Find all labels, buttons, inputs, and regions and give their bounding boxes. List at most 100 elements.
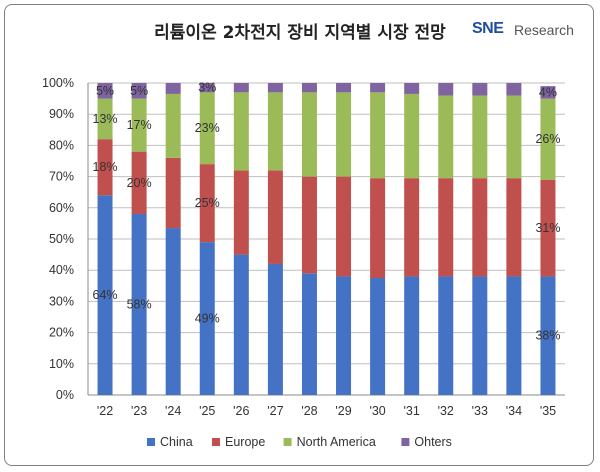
bar-ohters xyxy=(404,83,420,94)
legend-label: China xyxy=(160,435,193,449)
bar-china xyxy=(267,263,283,395)
data-label: 5% xyxy=(96,84,114,98)
data-label: 58% xyxy=(127,298,152,312)
bar-north-america xyxy=(472,95,488,179)
bar-ohters xyxy=(131,83,147,99)
bar-china xyxy=(438,276,454,395)
bar-europe xyxy=(131,151,147,215)
data-label: 5% xyxy=(130,84,148,98)
x-tick-label: '31 xyxy=(404,404,420,418)
y-tick-label: 70% xyxy=(49,170,74,184)
data-label: 20% xyxy=(127,176,152,190)
legend-label: Europe xyxy=(225,435,265,449)
x-tick-label: '28 xyxy=(301,404,317,418)
bar-north-america xyxy=(336,92,352,177)
x-tick-label: '25 xyxy=(199,404,215,418)
bar-north-america xyxy=(438,95,454,179)
x-tick-label: '35 xyxy=(540,404,556,418)
bar-europe xyxy=(233,170,249,255)
legend-swatch xyxy=(401,438,410,446)
x-tick-label: '32 xyxy=(438,404,454,418)
bar-north-america xyxy=(233,92,249,171)
data-label: 64% xyxy=(93,288,118,302)
bar-europe xyxy=(404,178,420,277)
bar-ohters xyxy=(472,83,488,96)
bar-ohters xyxy=(199,83,215,93)
bar-europe xyxy=(540,179,556,277)
bar-europe xyxy=(199,164,215,243)
legend-swatch xyxy=(283,438,292,446)
bar-north-america xyxy=(370,92,386,179)
y-tick-label: 20% xyxy=(49,326,74,340)
bar-europe xyxy=(438,178,454,277)
bar-north-america xyxy=(199,92,215,165)
data-label: 25% xyxy=(195,196,220,210)
x-tick-label: '24 xyxy=(165,404,181,418)
bar-europe xyxy=(506,178,522,277)
x-tick-label: '27 xyxy=(267,404,283,418)
bar-ohters xyxy=(165,83,181,94)
bar-china xyxy=(165,228,181,395)
bar-ohters xyxy=(267,83,283,93)
data-label: 23% xyxy=(195,121,220,135)
y-tick-label: 40% xyxy=(49,263,74,277)
x-tick-label: '26 xyxy=(233,404,249,418)
legend-swatch xyxy=(147,438,155,446)
bar-china xyxy=(301,273,317,395)
bar-north-america xyxy=(506,95,522,179)
bar-north-america xyxy=(131,98,147,152)
x-tick-label: '33 xyxy=(472,404,488,418)
bar-china xyxy=(506,276,522,395)
bar-ohters xyxy=(233,83,249,93)
legend-label: North America xyxy=(297,435,376,449)
bar-china xyxy=(233,254,249,395)
bar-europe xyxy=(336,176,352,277)
bar-ohters xyxy=(97,83,113,99)
bar-ohters xyxy=(336,83,352,93)
bar-north-america xyxy=(540,98,556,180)
y-tick-label: 0% xyxy=(56,388,74,402)
x-tick-label: '30 xyxy=(369,404,385,418)
bar-china xyxy=(97,195,113,395)
x-tick-label: '34 xyxy=(506,404,522,418)
bar-europe xyxy=(165,157,181,229)
bar-china xyxy=(540,276,556,395)
legend-swatch xyxy=(212,438,220,446)
logo-sne-text: SNE xyxy=(472,20,504,37)
logo-research-text: Research xyxy=(514,22,574,38)
x-tick-label: '29 xyxy=(335,404,351,418)
bar-china xyxy=(131,214,147,395)
bar-north-america xyxy=(165,93,181,158)
data-label: 31% xyxy=(535,221,560,235)
data-label: 17% xyxy=(127,118,152,132)
x-tick-label: '22 xyxy=(97,404,113,418)
x-tick-label: '23 xyxy=(131,404,147,418)
data-label: 18% xyxy=(93,160,118,174)
y-tick-label: 60% xyxy=(49,201,74,215)
data-label: 49% xyxy=(195,312,220,326)
y-tick-label: 10% xyxy=(49,357,74,371)
bar-europe xyxy=(301,176,317,274)
bar-north-america xyxy=(97,98,113,140)
y-tick-label: 30% xyxy=(49,294,74,308)
data-label: 4% xyxy=(539,85,557,99)
bar-north-america xyxy=(301,92,317,177)
chart-title: 리튬이온 2차전지 장비 지역별 시장 전망 xyxy=(154,23,446,43)
data-label: 26% xyxy=(535,132,560,146)
y-tick-label: 90% xyxy=(49,107,74,121)
bar-europe xyxy=(97,139,113,196)
bar-china xyxy=(472,276,488,395)
bar-europe xyxy=(370,178,386,278)
bar-china xyxy=(404,276,420,395)
bar-china xyxy=(199,242,215,395)
y-tick-label: 80% xyxy=(49,138,74,152)
bar-north-america xyxy=(404,93,420,179)
y-tick-label: 50% xyxy=(49,232,74,246)
y-tick-label: 100% xyxy=(42,76,74,90)
legend-label: Ohters xyxy=(414,435,452,449)
bar-china xyxy=(336,276,352,395)
bar-europe xyxy=(472,178,488,277)
bar-china xyxy=(370,278,386,395)
bar-north-america xyxy=(267,92,283,171)
